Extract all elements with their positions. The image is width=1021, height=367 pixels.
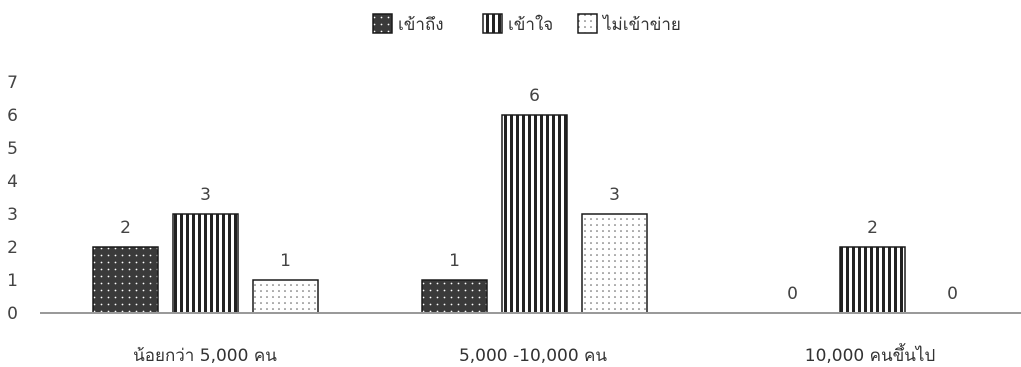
data-label: 3 — [200, 185, 211, 205]
x-axis: น้อยกว่า 5,000 คน 5,000 -10,000 คน 10,000 … — [133, 343, 935, 366]
legend-swatch — [577, 13, 598, 34]
bar — [421, 279, 488, 314]
x-category-label: 5,000 -10,000 คน — [459, 346, 607, 366]
y-tick-label: 3 — [7, 205, 18, 225]
legend-swatch — [372, 13, 393, 34]
legend-swatch — [482, 13, 503, 34]
data-label: 1 — [280, 251, 291, 271]
chart-legend: เข้าถึง เข้าใจ ไม่เข้าข่าย — [372, 13, 681, 35]
y-tick-label: 1 — [7, 271, 18, 291]
y-tick-label: 7 — [7, 73, 18, 93]
y-axis: 0 1 2 3 4 5 6 7 — [7, 73, 18, 324]
legend-label: เข้าถึง — [398, 15, 444, 35]
y-tick-label: 0 — [7, 304, 18, 324]
data-label: 1 — [449, 251, 460, 271]
bar — [501, 114, 568, 314]
y-tick-label: 2 — [7, 238, 18, 258]
data-label: 2 — [120, 218, 131, 238]
data-label: 0 — [787, 284, 798, 304]
data-label: 6 — [529, 86, 540, 106]
bar — [92, 246, 159, 314]
data-label: 0 — [947, 284, 958, 304]
bar — [252, 279, 319, 314]
bar — [839, 246, 906, 314]
bar — [172, 213, 239, 314]
bar-series-group: 2 1 0 3 6 2 1 3 0 — [92, 86, 958, 314]
bar — [581, 213, 648, 314]
data-label: 3 — [609, 185, 620, 205]
y-tick-label: 5 — [7, 139, 18, 159]
x-category-label: 10,000 คนขึ้นไป — [805, 343, 935, 366]
y-tick-label: 4 — [7, 172, 18, 192]
x-category-label: น้อยกว่า 5,000 คน — [133, 346, 277, 366]
data-label: 2 — [867, 218, 878, 238]
y-tick-label: 6 — [7, 106, 18, 126]
legend-label: ไม่เข้าข่าย — [601, 14, 681, 35]
legend-label: เข้าใจ — [508, 14, 553, 35]
